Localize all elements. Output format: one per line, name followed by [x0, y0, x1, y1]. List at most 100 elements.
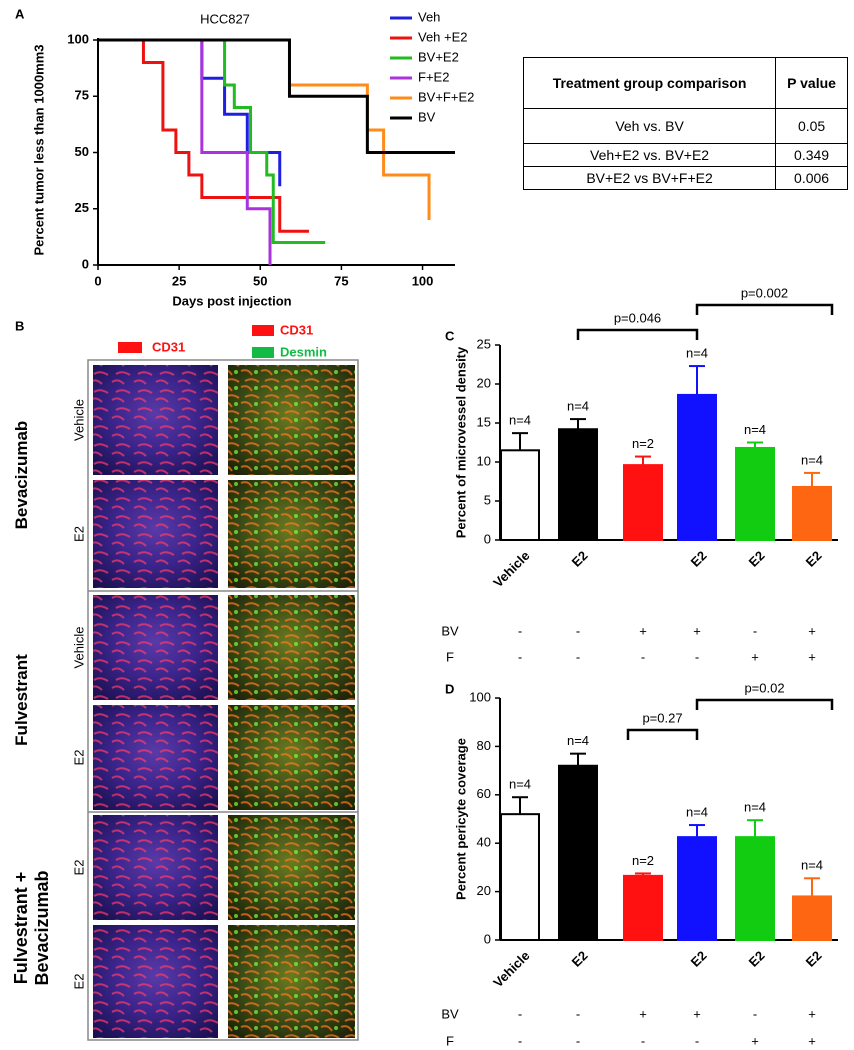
row-sign: - — [753, 1006, 757, 1021]
bar — [735, 836, 775, 942]
row-sign: + — [808, 623, 816, 638]
legend-label: Veh +E2 — [418, 29, 468, 44]
bar — [558, 428, 598, 541]
row-sign: + — [808, 1033, 816, 1048]
row-label: E2 — [71, 750, 86, 766]
y-axis-label: Percent pericyte coverage — [453, 738, 468, 900]
table-cell: BV+E2 vs BV+F+E2 — [522, 166, 777, 190]
row-sign: + — [751, 1033, 759, 1048]
row-sign: + — [639, 623, 647, 638]
x-tick-label: E2 — [803, 548, 825, 570]
row-sign: - — [576, 1033, 580, 1048]
y-tick-label: 25 — [477, 336, 491, 351]
bar — [677, 393, 717, 542]
comparison-label: p=0.27 — [642, 710, 682, 725]
bar — [792, 895, 832, 942]
x-tick-label: E2 — [746, 548, 768, 570]
y-tick-label: 25 — [75, 200, 89, 215]
x-tick-label: 50 — [253, 273, 267, 288]
n-label: n=4 — [509, 777, 531, 792]
row-label: E2 — [71, 526, 86, 542]
comparison-label: p=0.002 — [741, 285, 788, 300]
bar — [735, 446, 775, 541]
stain-label: Desmin — [280, 344, 327, 359]
x-tick-label: 75 — [334, 273, 348, 288]
stain-swatch — [252, 325, 274, 336]
legend-label: BV — [418, 109, 436, 124]
x-tick-label: E2 — [746, 948, 768, 970]
y-tick-label: 50 — [75, 144, 89, 159]
survival-line — [98, 38, 309, 233]
row-sign: + — [693, 623, 701, 638]
y-tick-label: 15 — [477, 414, 491, 429]
n-label: n=4 — [567, 733, 589, 748]
row-label: E2 — [71, 974, 86, 990]
bar — [558, 764, 598, 942]
p-value-table: Treatment group comparison P value Veh vs… — [522, 57, 848, 190]
row-sign: - — [518, 649, 522, 664]
micrograph-texture — [228, 925, 355, 1038]
x-tick-label: E2 — [569, 948, 591, 970]
comparison-bracket — [626, 728, 699, 740]
x-axis-label: Days post injection — [172, 293, 291, 308]
legend-label: F+E2 — [418, 69, 449, 84]
stain-label: CD31 — [152, 339, 185, 354]
comparison-bracket — [576, 328, 699, 340]
panel-label: A — [15, 6, 25, 21]
row-sign: + — [693, 1006, 701, 1021]
micrograph-texture — [228, 365, 355, 475]
x-tick-label: Vehicle — [490, 548, 532, 590]
row-sign: - — [576, 649, 580, 664]
group-label: Fulvestrant + Bevacizumab — [11, 870, 52, 986]
micrograph-texture — [93, 595, 218, 700]
micrograph-texture — [93, 480, 218, 588]
row-sign: + — [808, 1006, 816, 1021]
comparison-label: p=0.046 — [614, 310, 661, 325]
x-tick-label: E2 — [688, 948, 710, 970]
row-sign: - — [641, 649, 645, 664]
row-sign: - — [576, 623, 580, 638]
x-tick-label: 0 — [94, 273, 101, 288]
y-tick-label: 60 — [477, 786, 491, 801]
micrograph-texture — [228, 480, 355, 588]
n-label: n=4 — [686, 345, 708, 360]
survival-line — [98, 38, 431, 220]
bar — [500, 449, 540, 541]
legend-label: BV+F+E2 — [418, 89, 474, 104]
n-label: n=4 — [801, 858, 823, 873]
n-label: n=4 — [744, 422, 766, 437]
table-cell: Veh+E2 vs. BV+E2 — [522, 143, 777, 167]
stain-swatch — [118, 342, 142, 353]
legend-label: Veh — [418, 9, 440, 24]
row-sign: - — [753, 623, 757, 638]
n-label: n=4 — [801, 452, 823, 467]
row-sign: - — [695, 649, 699, 664]
comparison-bracket — [695, 698, 834, 710]
row-sign: + — [808, 649, 816, 664]
legend-label: BV+E2 — [418, 49, 459, 64]
micrograph-texture — [93, 705, 218, 810]
y-tick-label: 75 — [75, 88, 89, 103]
x-tick-label: E2 — [803, 948, 825, 970]
row-label: E2 — [71, 860, 86, 876]
group-label: Bevacizumab — [12, 420, 31, 530]
row-sign: - — [695, 1033, 699, 1048]
row-sign: - — [518, 1033, 522, 1048]
row-label: F — [446, 1033, 454, 1048]
table-header: P value — [775, 57, 848, 109]
n-label: n=4 — [686, 804, 708, 819]
x-tick-label: Vehicle — [490, 948, 532, 990]
y-tick-label: 20 — [477, 375, 491, 390]
y-tick-label: 100 — [469, 689, 491, 704]
table-cell: 0.349 — [775, 143, 848, 167]
x-tick-label: E2 — [569, 548, 591, 570]
n-label: n=4 — [567, 399, 589, 414]
row-label: Vehicle — [71, 399, 86, 441]
table-header: Treatment group comparison — [522, 57, 777, 109]
y-tick-label: 20 — [477, 883, 491, 898]
row-sign: - — [576, 1006, 580, 1021]
x-tick-label: 25 — [172, 273, 186, 288]
bar — [623, 464, 663, 541]
table-cell: 0.006 — [775, 166, 848, 190]
